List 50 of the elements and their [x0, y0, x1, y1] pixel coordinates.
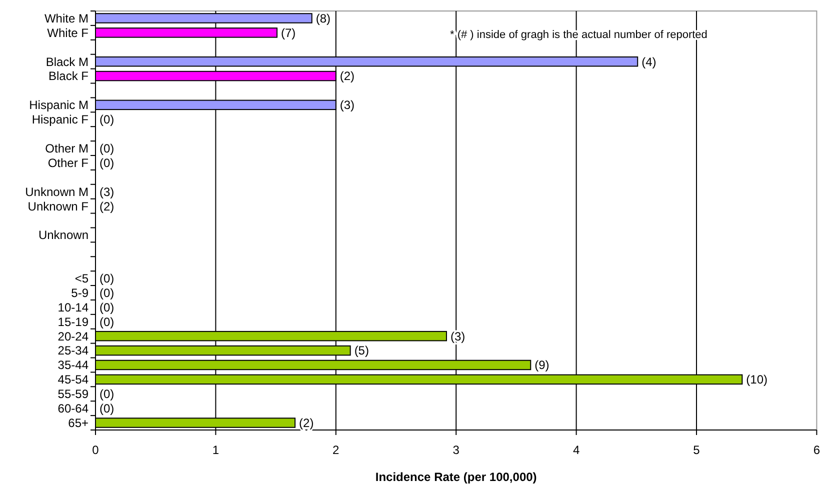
annotation: (10) — [746, 372, 768, 387]
y-tick-label: Unknown M — [25, 184, 88, 199]
y-tick-label: Other F — [48, 156, 88, 170]
y-tick-label: Black F — [48, 69, 88, 84]
x-tick-label: 3 — [452, 443, 460, 457]
y-tick-label: 35-44 — [58, 358, 89, 372]
x-tick-label: 2 — [332, 443, 340, 457]
annotation: (0) — [100, 112, 114, 127]
x-tick-label: 5 — [693, 443, 700, 457]
annotation: (2) — [299, 416, 314, 430]
y-tick-label: Hispanic M — [29, 98, 88, 112]
annotation: (0) — [100, 271, 114, 286]
annotation: (8) — [316, 11, 331, 26]
x-tick-label: 1 — [212, 443, 220, 457]
y-tick-label: 25-34 — [58, 344, 89, 358]
annotation: (0) — [100, 314, 114, 329]
x-tick-label: 6 — [813, 443, 820, 457]
annotation: (0) — [100, 387, 114, 402]
annotation: (9) — [534, 358, 550, 372]
y-tick-label: Unknown F — [28, 199, 88, 214]
y-tick-label: Hispanic F — [32, 112, 88, 127]
y-tick-label: 5-9 — [71, 286, 89, 300]
y-tick-label: White M — [44, 11, 88, 26]
annotation: (0) — [100, 300, 114, 314]
y-tick-label: <5 — [74, 271, 89, 286]
annotation: (5) — [354, 344, 369, 358]
y-tick-label: 65+ — [68, 416, 88, 430]
y-tick-label: Black M — [46, 54, 88, 69]
annotation: (0) — [100, 141, 114, 156]
x-axis-title: Incidence Rate (per 100,000) — [375, 470, 537, 484]
y-tick-label: 45-54 — [58, 372, 89, 387]
y-tick-label: 20-24 — [58, 329, 89, 344]
annotation: (4) — [642, 54, 656, 69]
y-tick-label: 10-14 — [58, 300, 89, 314]
y-tick-label: Other M — [45, 141, 88, 156]
y-tick-label: 60-64 — [58, 402, 89, 416]
y-tick-label: White F — [47, 26, 88, 40]
annotation: (7) — [281, 26, 296, 40]
annotation: (2) — [100, 199, 114, 214]
annotation: (3) — [100, 184, 114, 199]
annotation: (3) — [340, 98, 355, 112]
y-tick-label: 55-59 — [58, 387, 89, 402]
y-tick-label: Unknown — [38, 228, 88, 242]
annotation: (0) — [100, 286, 114, 300]
annotation: (2) — [340, 69, 355, 84]
x-tick-label: 0 — [92, 443, 100, 457]
annotation: (0) — [100, 156, 114, 170]
y-tick-label: 15-19 — [58, 314, 89, 329]
annotation: (0) — [100, 402, 114, 416]
x-tick-label: 4 — [572, 443, 580, 457]
